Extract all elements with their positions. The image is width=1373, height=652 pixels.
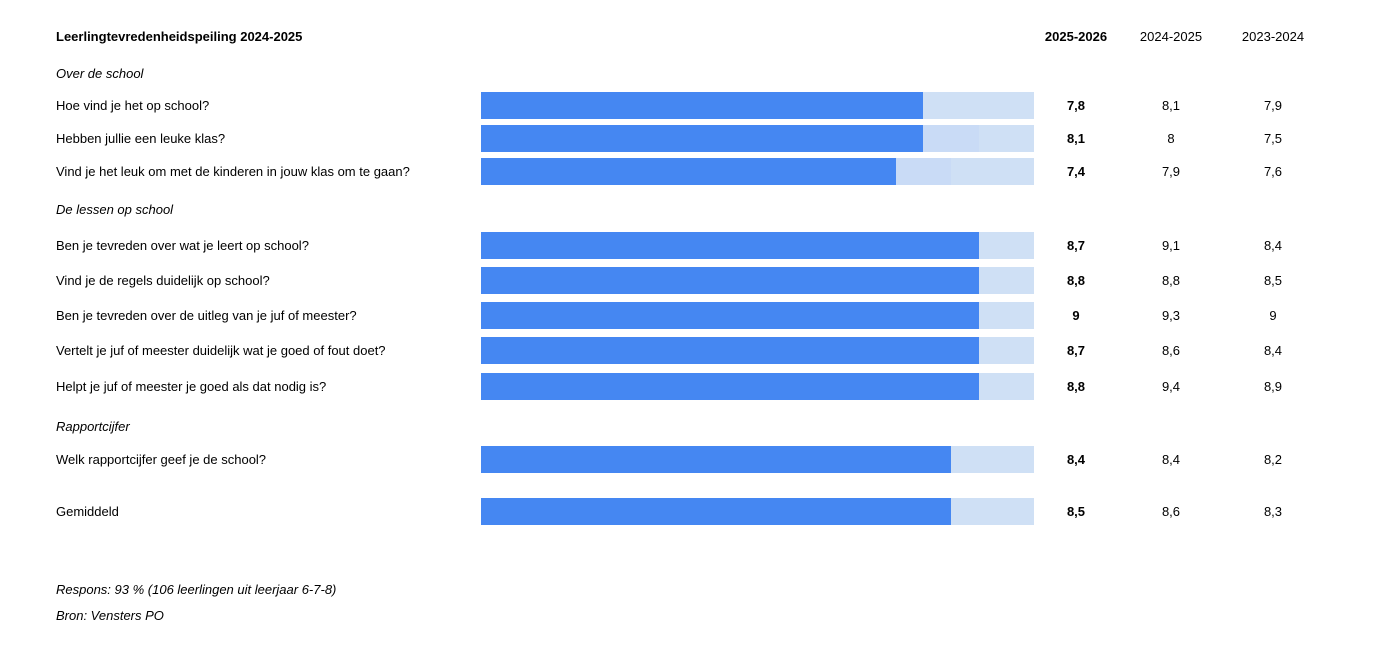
score-bar-fill [481,373,979,400]
score-bar [481,337,1034,364]
score-bar-fill [481,125,923,152]
score-bar [481,158,1034,185]
score-current: 8,8 [1066,379,1086,394]
year-header-previous: 2024-2025 [1139,29,1203,44]
score-bar-fill [481,337,979,364]
section-heading: Over de school [56,66,144,81]
score-current: 8,7 [1066,343,1086,358]
question-label: Ben je tevreden over de uitleg van je ju… [56,308,357,323]
score-bar-fill [481,92,923,119]
score-prev2: 7,6 [1263,164,1283,179]
score-prev2: 8,5 [1263,273,1283,288]
question-label: Vind je het leuk om met de kinderen in j… [56,164,410,179]
score-prev: 8,1 [1161,98,1181,113]
question-label: Ben je tevreden over wat je leert op sch… [56,238,309,253]
score-current: 7,4 [1066,164,1086,179]
year-header-two-years-ago: 2023-2024 [1241,29,1305,44]
score-bar-fill [481,158,896,185]
score-bar [481,232,1034,259]
response-note: Respons: 93 % (106 leerlingen uit leerja… [56,582,337,597]
question-label: Vind je de regels duidelijk op school? [56,273,270,288]
score-prev: 9,1 [1161,238,1181,253]
question-label: Hebben jullie een leuke klas? [56,131,226,146]
score-prev2: 8,2 [1263,452,1283,467]
score-bar [481,498,1034,525]
source-note: Bron: Vensters PO [56,608,164,623]
score-bar-fill [481,232,979,259]
question-label: Hoe vind je het op school? [56,98,210,113]
score-prev2: 8,4 [1263,343,1283,358]
score-prev2: 8,9 [1263,379,1283,394]
score-bar [481,92,1034,119]
score-current: 8,4 [1066,452,1086,467]
score-current: 9 [1072,308,1080,323]
report-title: Leerlingtevredenheidspeiling 2024-2025 [56,29,303,44]
score-bar-fill [481,498,951,525]
score-current: 8,8 [1066,273,1086,288]
year-header-current: 2025-2026 [1044,29,1108,44]
score-bar-fill [481,302,979,329]
score-bar [481,267,1034,294]
score-prev2: 8,3 [1263,504,1283,519]
score-prev: 8,4 [1161,452,1181,467]
score-prev: 8 [1167,131,1175,146]
score-bar [481,302,1034,329]
question-label: Gemiddeld [56,504,119,519]
question-label: Vertelt je juf of meester duidelijk wat … [56,343,386,358]
question-label: Welk rapportcijfer geef je de school? [56,452,267,467]
score-current: 8,7 [1066,238,1086,253]
score-bar [481,125,1034,152]
score-prev: 7,9 [1161,164,1181,179]
score-bar [481,373,1034,400]
score-current: 8,5 [1066,504,1086,519]
score-prev: 9,4 [1161,379,1181,394]
score-prev2: 7,5 [1263,131,1283,146]
score-prev: 8,8 [1161,273,1181,288]
score-prev: 8,6 [1161,504,1181,519]
score-current: 7,8 [1066,98,1086,113]
score-current: 8,1 [1066,131,1086,146]
score-prev: 8,6 [1161,343,1181,358]
score-bar-fill [481,267,979,294]
section-heading: Rapportcijfer [56,419,130,434]
section-heading: De lessen op school [56,202,174,217]
score-bar [481,446,1034,473]
score-prev2: 8,4 [1263,238,1283,253]
score-prev2: 7,9 [1263,98,1283,113]
score-prev: 9,3 [1161,308,1181,323]
score-prev2: 9 [1269,308,1277,323]
score-bar-fill [481,446,951,473]
question-label: Helpt je juf of meester je goed als dat … [56,379,327,394]
